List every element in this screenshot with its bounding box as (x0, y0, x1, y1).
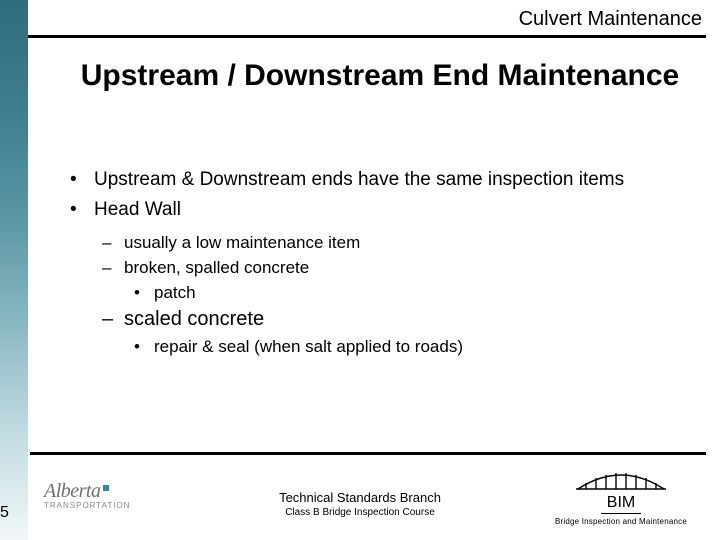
bim-label: BIM (601, 494, 641, 514)
header-label: Culvert Maintenance (28, 8, 706, 35)
bullet-2: Head Wall usually a low maintenance item… (60, 198, 696, 358)
slide-title: Upstream / Downstream End Maintenance (60, 58, 700, 94)
bullet-2-3: scaled concrete repair & seal (when salt… (94, 307, 696, 357)
content-area: Upstream & Downstream ends have the same… (60, 168, 696, 364)
footer: 5 Alberta TRANSPORTATION Technical Stand… (0, 460, 720, 540)
bullet-1: Upstream & Downstream ends have the same… (60, 168, 696, 192)
bullet-2-2: broken, spalled concrete patch (94, 257, 696, 304)
bim-subtext: Bridge Inspection and Maintenance (536, 517, 706, 526)
sidebar-gradient (0, 0, 28, 540)
bullet-2-2-1: patch (124, 282, 696, 303)
header-rule (28, 35, 706, 38)
bullet-2-text: Head Wall (94, 199, 181, 220)
bullet-2-2-text: broken, spalled concrete (124, 258, 309, 277)
bridge-icon (576, 469, 666, 493)
footer-rule (30, 452, 706, 455)
bullet-2-3-1: repair & seal (when salt applied to road… (124, 336, 696, 357)
bullet-2-3-text: scaled concrete (124, 308, 264, 330)
bim-block: BIM Bridge Inspection and Maintenance (536, 469, 706, 526)
header: Culvert Maintenance (28, 8, 706, 38)
bullet-2-1: usually a low maintenance item (94, 232, 696, 253)
